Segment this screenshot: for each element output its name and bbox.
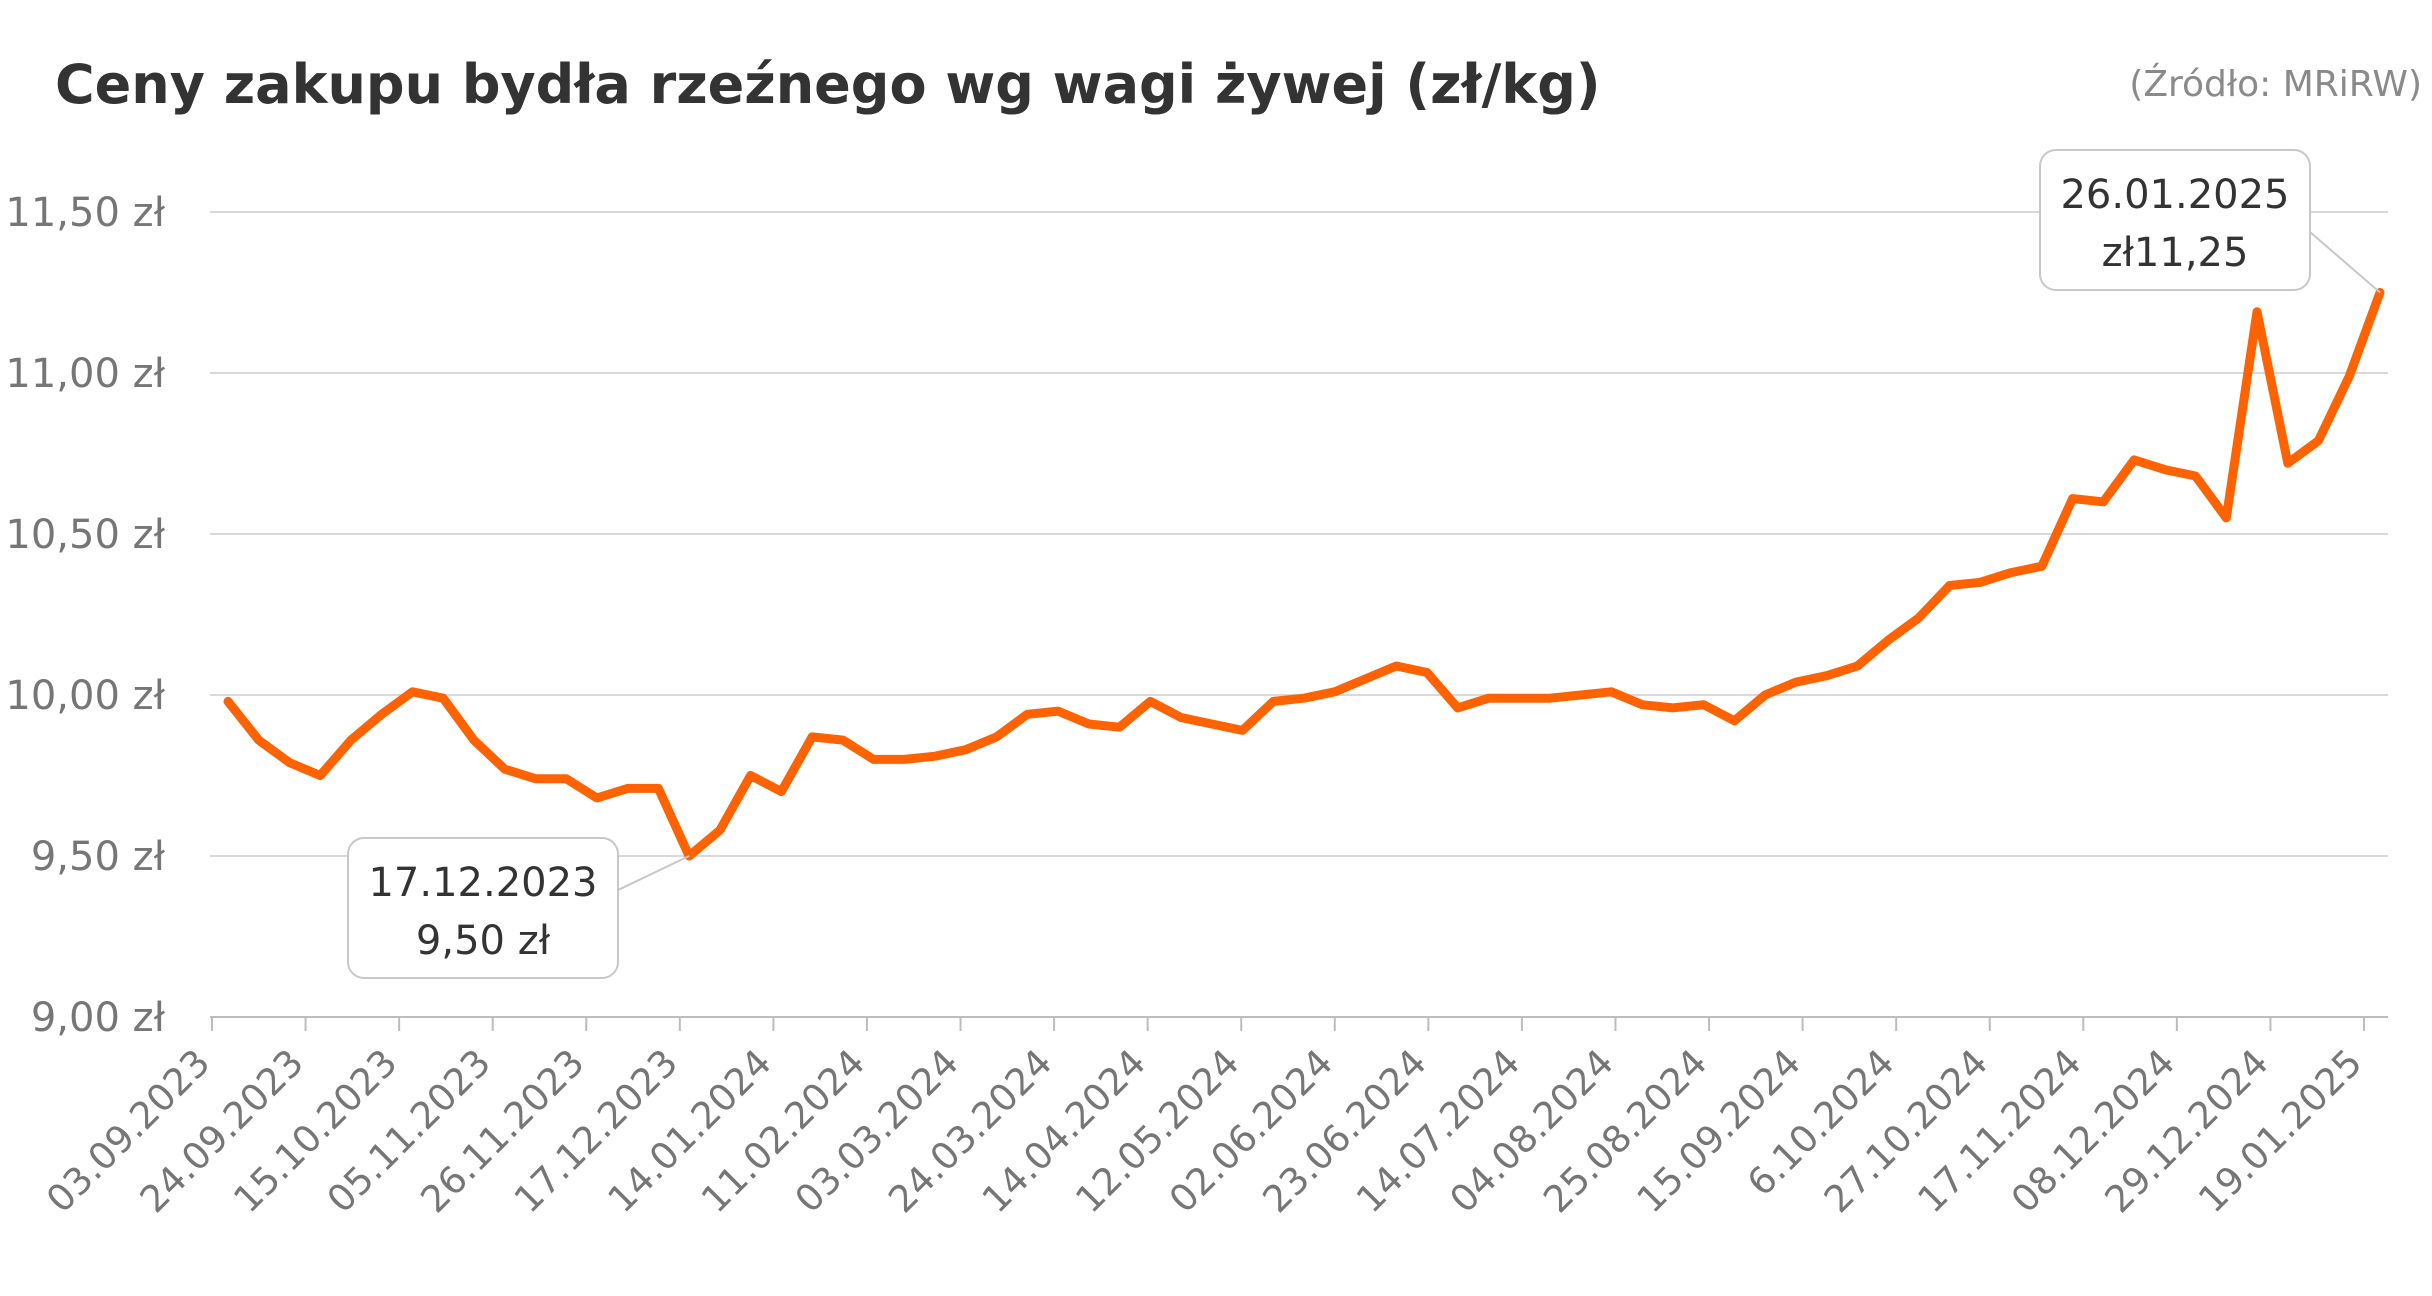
callout-value: 9,50 zł (416, 918, 551, 964)
callout-date: 17.12.2023 (368, 860, 597, 906)
series-line (223, 288, 2385, 861)
y-tick-label: 10,00 zł (5, 673, 165, 719)
callout-box (347, 837, 619, 979)
y-tick-label: 11,00 zł (5, 351, 165, 397)
y-axis-ticks: 11,50 zł 11,00 zł 10,50 zł 10,00 zł 9,50 zł 9… (5, 190, 165, 1041)
callout-value: zł11,25 (2102, 230, 2249, 276)
y-tick-label: 9,00 zł (31, 995, 166, 1041)
callout-date: 26.01.2025 (2060, 172, 2289, 218)
y-tick-label: 10,50 zł (5, 512, 165, 558)
callout-box (2039, 149, 2311, 291)
x-axis-ticks: 03.09.202324.09.202315.10.202305.11.2023… (38, 1017, 2370, 1221)
callout-leader (617, 855, 690, 891)
x-tick-label: 19.01.2025 (2190, 1041, 2370, 1221)
chart-title: Ceny zakupu bydła rzeźnego wg wagi żywej… (55, 53, 1601, 116)
chart-source: (Źródło: MRiRW) (2129, 63, 2422, 105)
y-tick-label: 9,50 zł (31, 834, 166, 880)
y-tick-label: 11,50 zł (5, 190, 165, 236)
callouts: 17.12.2023 9,50 zł 26.01.2025 zł11,25 (347, 149, 2381, 979)
callout-leader (2309, 231, 2381, 294)
